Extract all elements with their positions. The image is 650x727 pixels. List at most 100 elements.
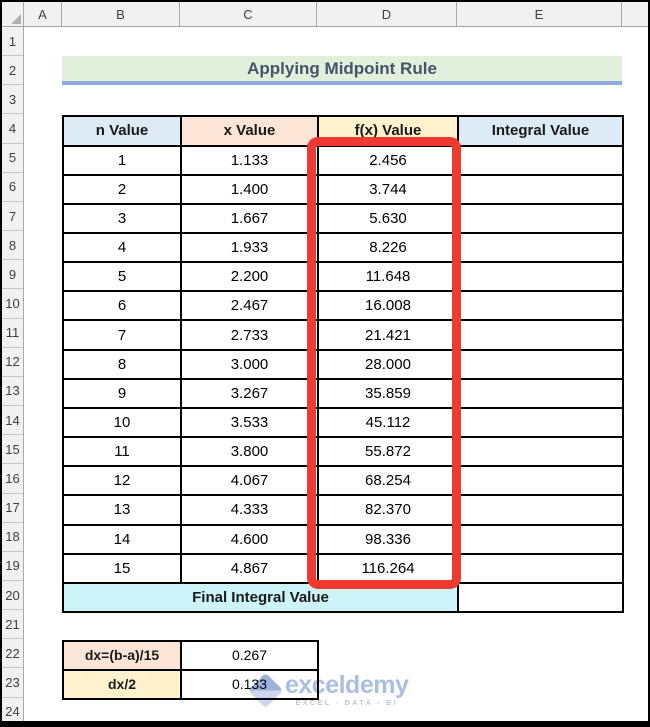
cell-integral-3[interactable] xyxy=(459,204,624,234)
cell-n-3[interactable]: 3 xyxy=(64,204,182,234)
row-header-14[interactable]: 14 xyxy=(2,406,23,436)
row-header-3[interactable]: 3 xyxy=(2,85,23,115)
cell-fx-4[interactable]: 8.226 xyxy=(319,233,459,264)
row-header-1[interactable]: 1 xyxy=(2,27,23,57)
row-header-4[interactable]: 4 xyxy=(2,114,23,144)
cell-x-15[interactable]: 4.867 xyxy=(182,554,319,584)
cell-integral-11[interactable] xyxy=(459,438,624,468)
cell-x-11[interactable]: 3.800 xyxy=(182,438,319,468)
cell-x-2[interactable]: 1.400 xyxy=(182,175,319,205)
column-header-c[interactable]: C xyxy=(180,2,317,26)
final-integral-label[interactable]: Final Integral Value xyxy=(64,583,459,614)
row-header-9[interactable]: 9 xyxy=(2,260,23,290)
cell-n-1[interactable]: 1 xyxy=(64,146,182,176)
row-header-20[interactable]: 20 xyxy=(2,581,23,611)
cell-integral-5[interactable] xyxy=(459,263,624,293)
cell-x-7[interactable]: 2.733 xyxy=(182,321,319,351)
column-header-b[interactable]: B xyxy=(62,2,180,26)
cell-integral-1[interactable] xyxy=(459,146,624,176)
cell-fx-15[interactable]: 116.264 xyxy=(319,554,459,584)
cell-n-11[interactable]: 11 xyxy=(64,438,182,468)
cell-integral-12[interactable] xyxy=(459,467,624,497)
cell-n-7[interactable]: 7 xyxy=(64,321,182,351)
cell-n-15[interactable]: 15 xyxy=(64,554,182,584)
cell-x-8[interactable]: 3.000 xyxy=(182,350,319,380)
cell-fx-2[interactable]: 3.744 xyxy=(319,175,459,205)
cell-fx-1[interactable]: 2.456 xyxy=(319,146,459,176)
cell-n-4[interactable]: 4 xyxy=(64,233,182,264)
final-integral-value-cell[interactable] xyxy=(459,583,624,614)
cell-fx-8[interactable]: 28.000 xyxy=(319,350,459,380)
cell-integral-2[interactable] xyxy=(459,175,624,205)
row-header-7[interactable]: 7 xyxy=(2,202,23,232)
cell-integral-6[interactable] xyxy=(459,292,624,322)
cell-n-10[interactable]: 10 xyxy=(64,408,182,439)
cell-integral-8[interactable] xyxy=(459,350,624,380)
row-header-19[interactable]: 19 xyxy=(2,552,23,581)
row-header-21[interactable]: 21 xyxy=(2,610,23,640)
column-header-a[interactable]: A xyxy=(24,2,62,26)
page-title[interactable]: Applying Midpoint Rule xyxy=(62,56,622,86)
cell-fx-12[interactable]: 68.254 xyxy=(319,467,459,497)
row-header-23[interactable]: 23 xyxy=(2,668,23,698)
column-header-partial[interactable] xyxy=(622,2,648,26)
dx-formula-value[interactable]: 0.267 xyxy=(182,641,319,671)
row-header-18[interactable]: 18 xyxy=(2,523,23,552)
dx-formula-label[interactable]: dx=(b-a)/15 xyxy=(64,641,182,671)
cell-x-5[interactable]: 2.200 xyxy=(182,263,319,293)
cell-n-2[interactable]: 2 xyxy=(64,175,182,205)
row-header-10[interactable]: 10 xyxy=(2,289,23,319)
cell-x-3[interactable]: 1.667 xyxy=(182,204,319,234)
cell-x-10[interactable]: 3.533 xyxy=(182,408,319,439)
row-header-24[interactable]: 24 xyxy=(2,698,23,721)
row-header-15[interactable]: 15 xyxy=(2,435,23,465)
row-header-22[interactable]: 22 xyxy=(2,639,23,669)
cell-integral-9[interactable] xyxy=(459,379,624,409)
cell-n-9[interactable]: 9 xyxy=(64,379,182,409)
column-header-d[interactable]: D xyxy=(317,2,457,26)
cell-fx-3[interactable]: 5.630 xyxy=(319,204,459,234)
cell-n-12[interactable]: 12 xyxy=(64,467,182,497)
cell-fx-5[interactable]: 11.648 xyxy=(319,263,459,293)
cell-n-14[interactable]: 14 xyxy=(64,525,182,555)
cell-fx-7[interactable]: 21.421 xyxy=(319,321,459,351)
cell-integral-4[interactable] xyxy=(459,233,624,264)
cell-integral-15[interactable] xyxy=(459,554,624,584)
cell-n-8[interactable]: 8 xyxy=(64,350,182,380)
cell-x-1[interactable]: 1.133 xyxy=(182,146,319,176)
row-header-8[interactable]: 8 xyxy=(2,231,23,261)
select-all-corner[interactable] xyxy=(2,2,24,26)
row-header-2[interactable]: 2 xyxy=(2,56,23,86)
cell-fx-6[interactable]: 16.008 xyxy=(319,292,459,322)
cell-integral-7[interactable] xyxy=(459,321,624,351)
cell-x-14[interactable]: 4.600 xyxy=(182,525,319,555)
cell-integral-13[interactable] xyxy=(459,496,624,526)
cell-n-13[interactable]: 13 xyxy=(64,496,182,526)
cell-n-6[interactable]: 6 xyxy=(64,292,182,322)
cell-x-9[interactable]: 3.267 xyxy=(182,379,319,409)
cell-fx-10[interactable]: 45.112 xyxy=(319,408,459,439)
row-header-6[interactable]: 6 xyxy=(2,173,23,202)
row-header-12[interactable]: 12 xyxy=(2,348,23,377)
cell-fx-13[interactable]: 82.370 xyxy=(319,496,459,526)
row-header-16[interactable]: 16 xyxy=(2,464,23,494)
row-header-5[interactable]: 5 xyxy=(2,144,23,173)
column-header-e[interactable]: E xyxy=(457,2,622,26)
header-integral-value[interactable]: Integral Value xyxy=(459,116,624,147)
cell-x-12[interactable]: 4.067 xyxy=(182,467,319,497)
row-header-11[interactable]: 11 xyxy=(2,319,23,348)
cell-fx-9[interactable]: 35.859 xyxy=(319,379,459,409)
row-header-13[interactable]: 13 xyxy=(2,377,23,407)
cell-x-13[interactable]: 4.333 xyxy=(182,496,319,526)
cell-x-4[interactable]: 1.933 xyxy=(182,233,319,264)
cell-n-5[interactable]: 5 xyxy=(64,263,182,293)
cell-x-6[interactable]: 2.467 xyxy=(182,292,319,322)
header-fx-value[interactable]: f(x) Value xyxy=(319,116,459,147)
dx-half-label[interactable]: dx/2 xyxy=(64,670,182,700)
header-n-value[interactable]: n Value xyxy=(64,116,182,147)
row-header-17[interactable]: 17 xyxy=(2,494,23,523)
header-x-value[interactable]: x Value xyxy=(182,116,319,147)
cell-integral-10[interactable] xyxy=(459,408,624,439)
cell-fx-14[interactable]: 98.336 xyxy=(319,525,459,555)
cell-integral-14[interactable] xyxy=(459,525,624,555)
